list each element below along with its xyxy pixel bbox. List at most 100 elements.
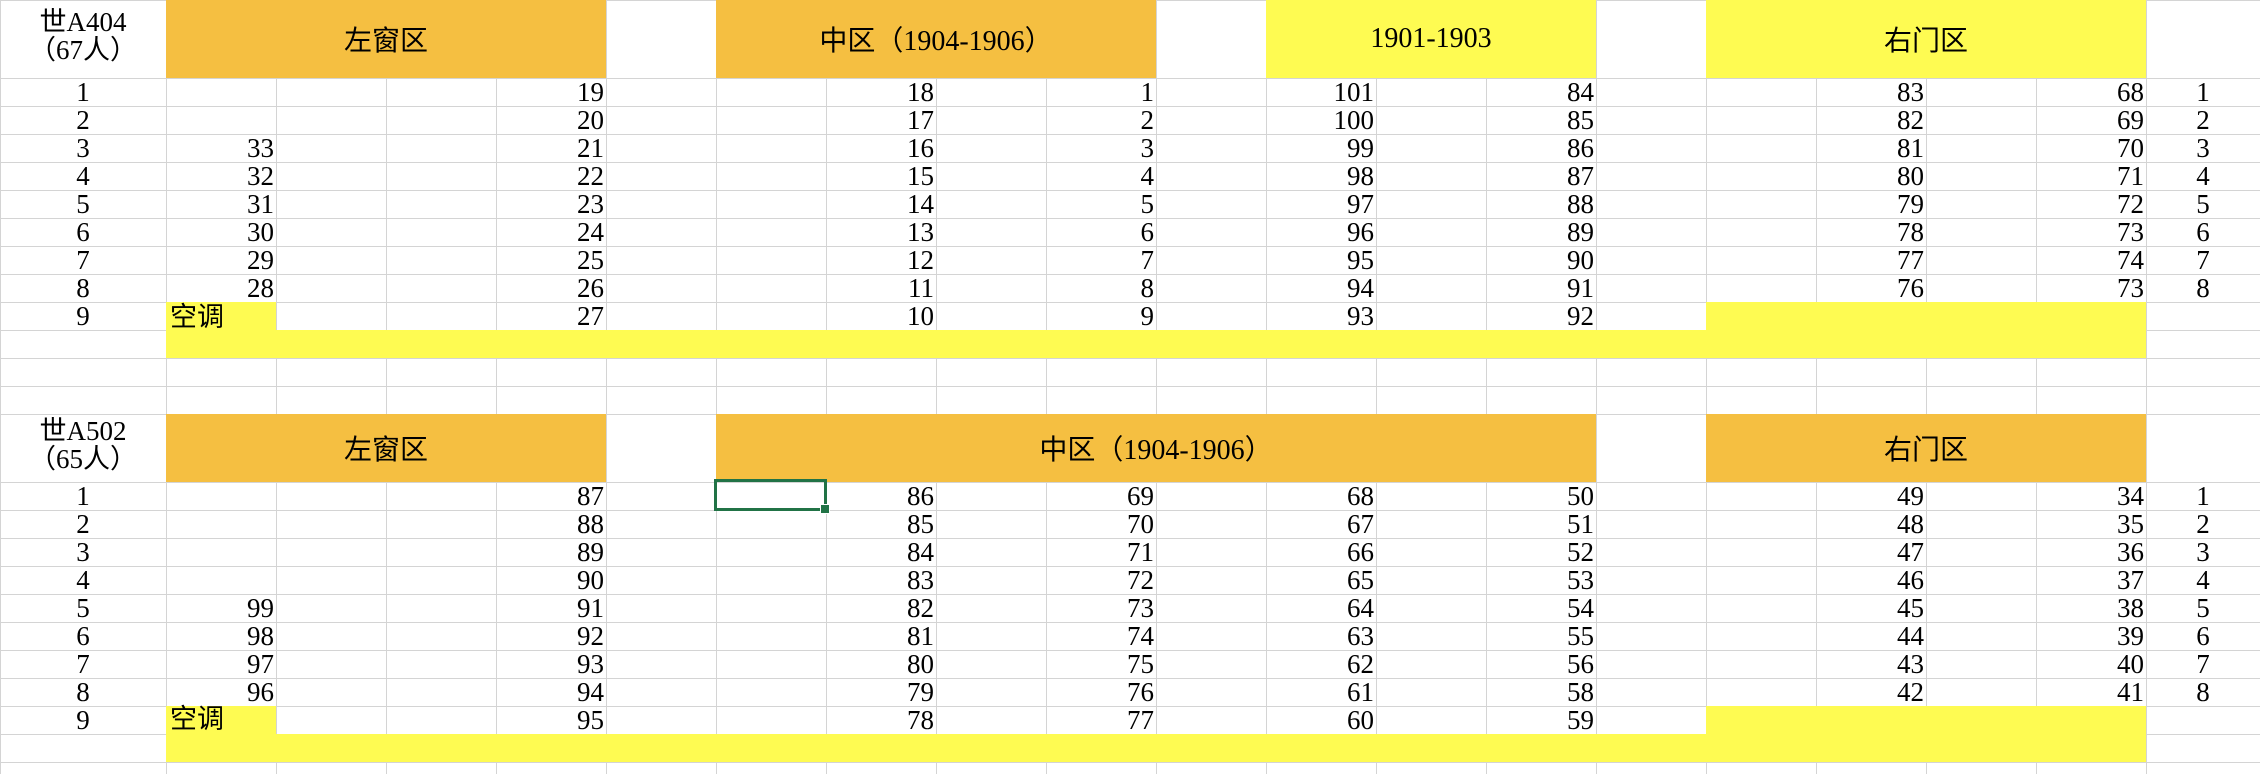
seat-right-a[interactable]: 81 bbox=[1897, 133, 1924, 163]
seat-right-a[interactable]: 77 bbox=[1897, 245, 1924, 275]
seat-mid-c[interactable]: 62 bbox=[1347, 649, 1374, 679]
seat-mid-a[interactable]: 17 bbox=[907, 105, 934, 135]
row-number[interactable]: 7 bbox=[76, 649, 90, 679]
right-row-number[interactable]: 7 bbox=[2196, 245, 2210, 275]
seat-mid-b[interactable]: 74 bbox=[1127, 621, 1154, 651]
seat-mid-b[interactable]: 3 bbox=[1140, 133, 1155, 163]
seat-mid-d[interactable]: 85 bbox=[1567, 105, 1594, 135]
seat-right-a[interactable]: 82 bbox=[1897, 105, 1924, 135]
header-left-window-zone[interactable]: 左窗区 bbox=[343, 26, 428, 57]
header-right-door-zone[interactable]: 右门区 bbox=[1883, 435, 1968, 466]
seat-left-b[interactable]: 89 bbox=[577, 537, 604, 567]
seat-right-b[interactable]: 68 bbox=[2117, 77, 2144, 107]
seat-right-b[interactable]: 37 bbox=[2117, 565, 2144, 595]
header-1901-1903[interactable]: 1901-1903 bbox=[1370, 23, 1492, 54]
seat-left-b[interactable]: 20 bbox=[577, 105, 604, 135]
seat-right-a[interactable]: 46 bbox=[1897, 565, 1924, 595]
seat-left-b[interactable]: 93 bbox=[577, 649, 604, 679]
seat-left-a[interactable]: 32 bbox=[247, 161, 274, 191]
seat-left-b[interactable]: 19 bbox=[577, 77, 604, 107]
seat-mid-d[interactable]: 56 bbox=[1567, 649, 1594, 679]
row-number[interactable]: 3 bbox=[76, 537, 90, 567]
seat-mid-b[interactable]: 6 bbox=[1140, 217, 1155, 247]
seat-mid-c[interactable]: 61 bbox=[1347, 677, 1374, 707]
seat-mid-c[interactable]: 94 bbox=[1347, 273, 1374, 303]
seat-left-a[interactable] bbox=[166, 510, 276, 538]
seat-mid-a[interactable]: 85 bbox=[907, 509, 934, 539]
seat-right-a[interactable]: 43 bbox=[1897, 649, 1924, 679]
row-number[interactable]: 1 bbox=[76, 481, 90, 511]
seat-right-a[interactable]: 47 bbox=[1897, 537, 1924, 567]
seat-right-b[interactable]: 36 bbox=[2117, 537, 2144, 567]
seat-left-a[interactable] bbox=[166, 566, 276, 594]
row-number[interactable]: 9 bbox=[76, 705, 90, 735]
seat-left-b[interactable]: 88 bbox=[577, 509, 604, 539]
seat-left-b[interactable]: 24 bbox=[577, 217, 604, 247]
seat-mid-c[interactable]: 68 bbox=[1347, 481, 1374, 511]
row-number[interactable]: 6 bbox=[76, 217, 90, 247]
seat-left-a[interactable]: 29 bbox=[247, 245, 274, 275]
seat-left-b[interactable]: 23 bbox=[577, 189, 604, 219]
seat-mid-b[interactable]: 69 bbox=[1127, 481, 1154, 511]
seat-right-b[interactable]: 69 bbox=[2117, 105, 2144, 135]
seat-right-b[interactable]: 38 bbox=[2117, 593, 2144, 623]
row-number[interactable]: 5 bbox=[76, 189, 90, 219]
seat-right-b[interactable]: 35 bbox=[2117, 509, 2144, 539]
seat-right-a[interactable]: 78 bbox=[1897, 217, 1924, 247]
row-number[interactable]: 5 bbox=[76, 593, 90, 623]
seat-mid-c[interactable]: 93 bbox=[1347, 301, 1374, 331]
seat-mid-c[interactable]: 65 bbox=[1347, 565, 1374, 595]
seat-left-b[interactable]: 21 bbox=[577, 133, 604, 163]
right-row-number[interactable] bbox=[2146, 302, 2260, 330]
seat-left-b[interactable]: 27 bbox=[577, 301, 604, 331]
seat-left-a[interactable] bbox=[166, 106, 276, 134]
seat-right-b[interactable] bbox=[2036, 706, 2146, 734]
seat-left-b[interactable]: 25 bbox=[577, 245, 604, 275]
seat-mid-d[interactable]: 86 bbox=[1567, 133, 1594, 163]
seat-left-b[interactable]: 95 bbox=[577, 705, 604, 735]
right-row-number[interactable] bbox=[2146, 706, 2260, 734]
seat-mid-b[interactable]: 5 bbox=[1140, 189, 1155, 219]
seat-right-a[interactable]: 80 bbox=[1897, 161, 1924, 191]
seat-mid-a[interactable]: 16 bbox=[907, 133, 934, 163]
seat-mid-c[interactable]: 97 bbox=[1347, 189, 1374, 219]
seat-left-b[interactable]: 94 bbox=[577, 677, 604, 707]
seat-mid-b[interactable]: 1 bbox=[1140, 77, 1155, 107]
seat-right-a[interactable]: 42 bbox=[1897, 677, 1924, 707]
seat-left-a[interactable] bbox=[166, 706, 276, 734]
seat-mid-a[interactable]: 14 bbox=[907, 189, 934, 219]
seat-left-a[interactable] bbox=[166, 538, 276, 566]
header-left-window-zone[interactable]: 左窗区 bbox=[343, 435, 428, 466]
seat-mid-c[interactable]: 100 bbox=[1333, 105, 1375, 135]
row-number[interactable]: 6 bbox=[76, 621, 90, 651]
seat-mid-c[interactable]: 67 bbox=[1347, 509, 1374, 539]
seat-right-a[interactable]: 48 bbox=[1897, 509, 1924, 539]
row-number[interactable]: 3 bbox=[76, 133, 90, 163]
seat-right-b[interactable]: 70 bbox=[2117, 133, 2144, 163]
seat-mid-b[interactable]: 9 bbox=[1140, 301, 1155, 331]
right-row-number[interactable]: 8 bbox=[2196, 677, 2210, 707]
row-number[interactable]: 2 bbox=[76, 105, 90, 135]
right-row-number[interactable]: 7 bbox=[2196, 649, 2210, 679]
seat-left-a[interactable]: 28 bbox=[247, 273, 274, 303]
seat-mid-a[interactable]: 82 bbox=[907, 593, 934, 623]
seat-mid-a[interactable]: 13 bbox=[907, 217, 934, 247]
seat-left-b[interactable]: 22 bbox=[577, 161, 604, 191]
seat-mid-b[interactable]: 71 bbox=[1127, 537, 1154, 567]
seat-left-a[interactable]: 33 bbox=[247, 133, 274, 163]
seat-mid-d[interactable]: 58 bbox=[1567, 677, 1594, 707]
row-number[interactable]: 2 bbox=[76, 509, 90, 539]
seat-right-a[interactable]: 76 bbox=[1897, 273, 1924, 303]
ac-label[interactable]: 空调 bbox=[170, 302, 224, 332]
row-number[interactable]: 4 bbox=[76, 565, 90, 595]
selected-cell[interactable] bbox=[714, 479, 827, 511]
seat-mid-a[interactable]: 18 bbox=[907, 77, 934, 107]
seat-left-b[interactable]: 26 bbox=[577, 273, 604, 303]
seat-mid-b[interactable]: 4 bbox=[1140, 161, 1155, 191]
seat-mid-b[interactable]: 73 bbox=[1127, 593, 1154, 623]
right-row-number[interactable]: 8 bbox=[2196, 273, 2210, 303]
row-number[interactable]: 8 bbox=[76, 273, 90, 303]
seat-mid-d[interactable]: 84 bbox=[1567, 77, 1594, 107]
header-middle-zone[interactable]: 中区（1904-1906） bbox=[1039, 435, 1273, 466]
